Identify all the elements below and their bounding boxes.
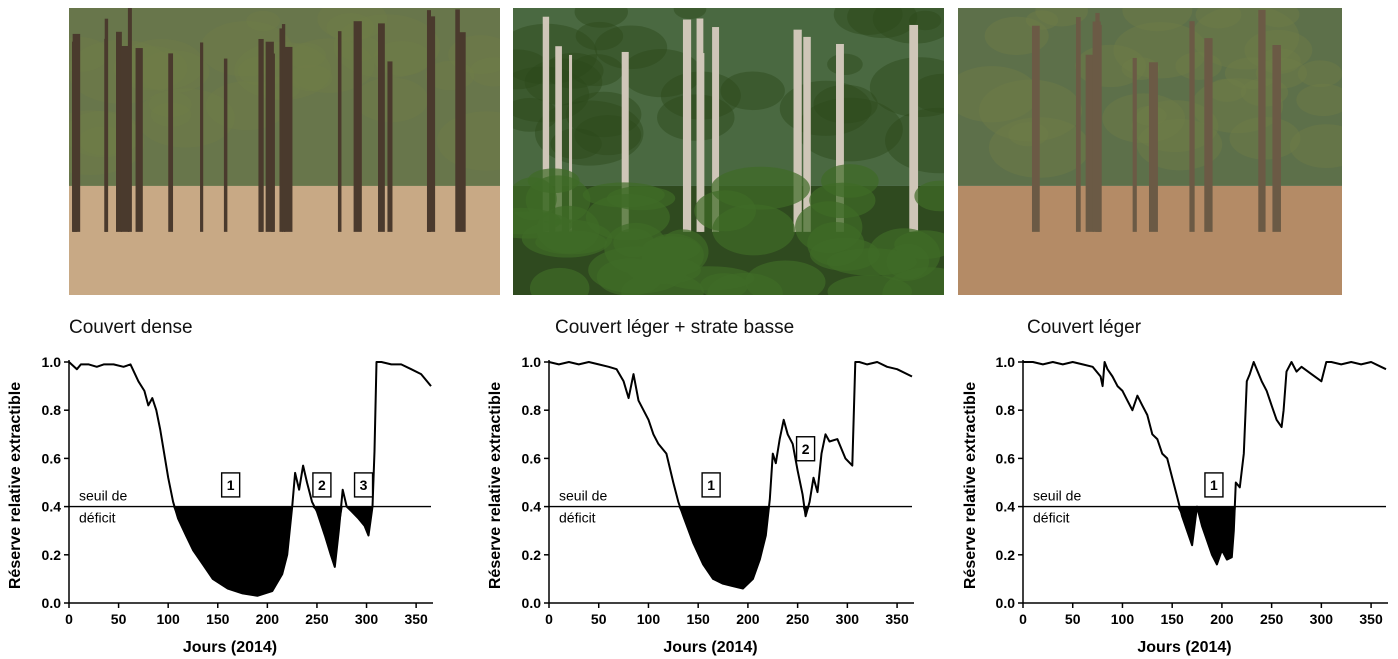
period-label: 1	[1210, 477, 1218, 493]
period-label: 1	[707, 477, 715, 493]
rew-series-line	[1023, 361, 1387, 566]
y-tick-label: 0.4	[996, 499, 1016, 515]
forest-photo-dense	[69, 8, 500, 295]
y-tick-label: 1.0	[996, 354, 1016, 370]
y-tick-label: 1.0	[522, 354, 542, 370]
threshold-label-line1: seuil de	[1033, 488, 1081, 504]
x-tick-label: 50	[111, 611, 127, 627]
x-tick-label: 350	[404, 611, 428, 627]
chart-title: Couvert léger	[1027, 317, 1142, 338]
forest-photo-light-understory	[513, 8, 944, 295]
x-tick-label: 0	[545, 611, 553, 627]
period-label: 3	[360, 477, 368, 493]
y-tick-label: 0.8	[522, 402, 542, 418]
deficit-area	[69, 506, 431, 596]
deficit-area	[549, 506, 912, 589]
y-tick-label: 0.2	[522, 547, 542, 563]
period-label: 1	[227, 477, 235, 493]
chart-panel-3: Couvert léger 0.0 0.2 0.4 0.6 0.8 1.0 0 50 100 150…	[962, 317, 1388, 656]
period-label: 2	[802, 441, 810, 457]
y-tick-label: 1.0	[42, 354, 62, 370]
deficit-area	[1023, 506, 1386, 565]
period-box	[1204, 472, 1224, 498]
rew-series-line	[68, 361, 432, 597]
y-tick-label: 0.2	[996, 547, 1016, 563]
x-axis-label: Jours (2014)	[183, 639, 277, 656]
chart-title: Couvert dense	[69, 317, 193, 338]
y-tick-label: 0.0	[42, 595, 62, 611]
period-box	[353, 472, 374, 498]
y-tick-label: 0.0	[522, 595, 542, 611]
chart-panel-1: Couvert dense 0.0 0.2 0.4 0.6 0.8 1.0 0 50 100 150…	[7, 317, 433, 656]
x-tick-label: 200	[736, 611, 760, 627]
y-tick-label: 0.8	[42, 402, 62, 418]
x-tick-label: 300	[836, 611, 860, 627]
x-tick-label: 200	[1210, 611, 1234, 627]
y-tick-label: 0.8	[996, 402, 1016, 418]
chart-title: Couvert léger + strate basse	[555, 317, 794, 338]
x-tick-label: 50	[1065, 611, 1081, 627]
y-axis-label: Réserve relative extractible	[7, 382, 24, 589]
period-label: 2	[318, 477, 326, 493]
period-box	[220, 472, 241, 498]
x-tick-label: 250	[1260, 611, 1284, 627]
x-tick-label: 300	[355, 611, 379, 627]
rew-series-line	[548, 361, 913, 590]
x-tick-label: 100	[156, 611, 180, 627]
x-tick-label: 150	[206, 611, 230, 627]
y-tick-label: 0.2	[42, 547, 62, 563]
x-axis-label: Jours (2014)	[663, 639, 757, 656]
threshold-label-line2: déficit	[79, 510, 116, 526]
x-tick-label: 150	[1160, 611, 1184, 627]
threshold-label-line2: déficit	[559, 510, 596, 526]
y-tick-label: 0.6	[42, 450, 62, 466]
x-tick-label: 250	[786, 611, 810, 627]
period-box	[701, 472, 721, 498]
threshold-label-line1: seuil de	[79, 488, 127, 504]
x-tick-label: 100	[637, 611, 661, 627]
y-tick-label: 0.0	[996, 595, 1016, 611]
y-axis-label: Réserve relative extractible	[487, 382, 504, 589]
period-box	[795, 436, 816, 462]
x-tick-label: 0	[1019, 611, 1027, 627]
y-axis-label: Réserve relative extractible	[962, 382, 979, 589]
chart-panel-2: Couvert léger + strate basse 0.0 0.2 0.4 0.6…	[487, 317, 914, 656]
y-tick-label: 0.6	[996, 450, 1016, 466]
x-tick-label: 300	[1310, 611, 1334, 627]
x-tick-label: 100	[1111, 611, 1135, 627]
threshold-label-line1: seuil de	[559, 488, 607, 504]
x-axis-label: Jours (2014)	[1137, 639, 1231, 656]
x-tick-label: 200	[256, 611, 280, 627]
threshold-label-line2: déficit	[1033, 510, 1070, 526]
y-tick-label: 0.4	[42, 499, 62, 515]
y-tick-label: 0.6	[522, 450, 542, 466]
x-tick-label: 50	[591, 611, 607, 627]
x-tick-label: 250	[305, 611, 329, 627]
x-tick-label: 350	[1359, 611, 1383, 627]
period-box	[312, 472, 332, 498]
x-tick-label: 350	[885, 611, 909, 627]
x-tick-label: 150	[686, 611, 710, 627]
forest-photo-light	[958, 8, 1342, 295]
y-tick-label: 0.4	[522, 499, 542, 515]
x-tick-label: 0	[65, 611, 73, 627]
